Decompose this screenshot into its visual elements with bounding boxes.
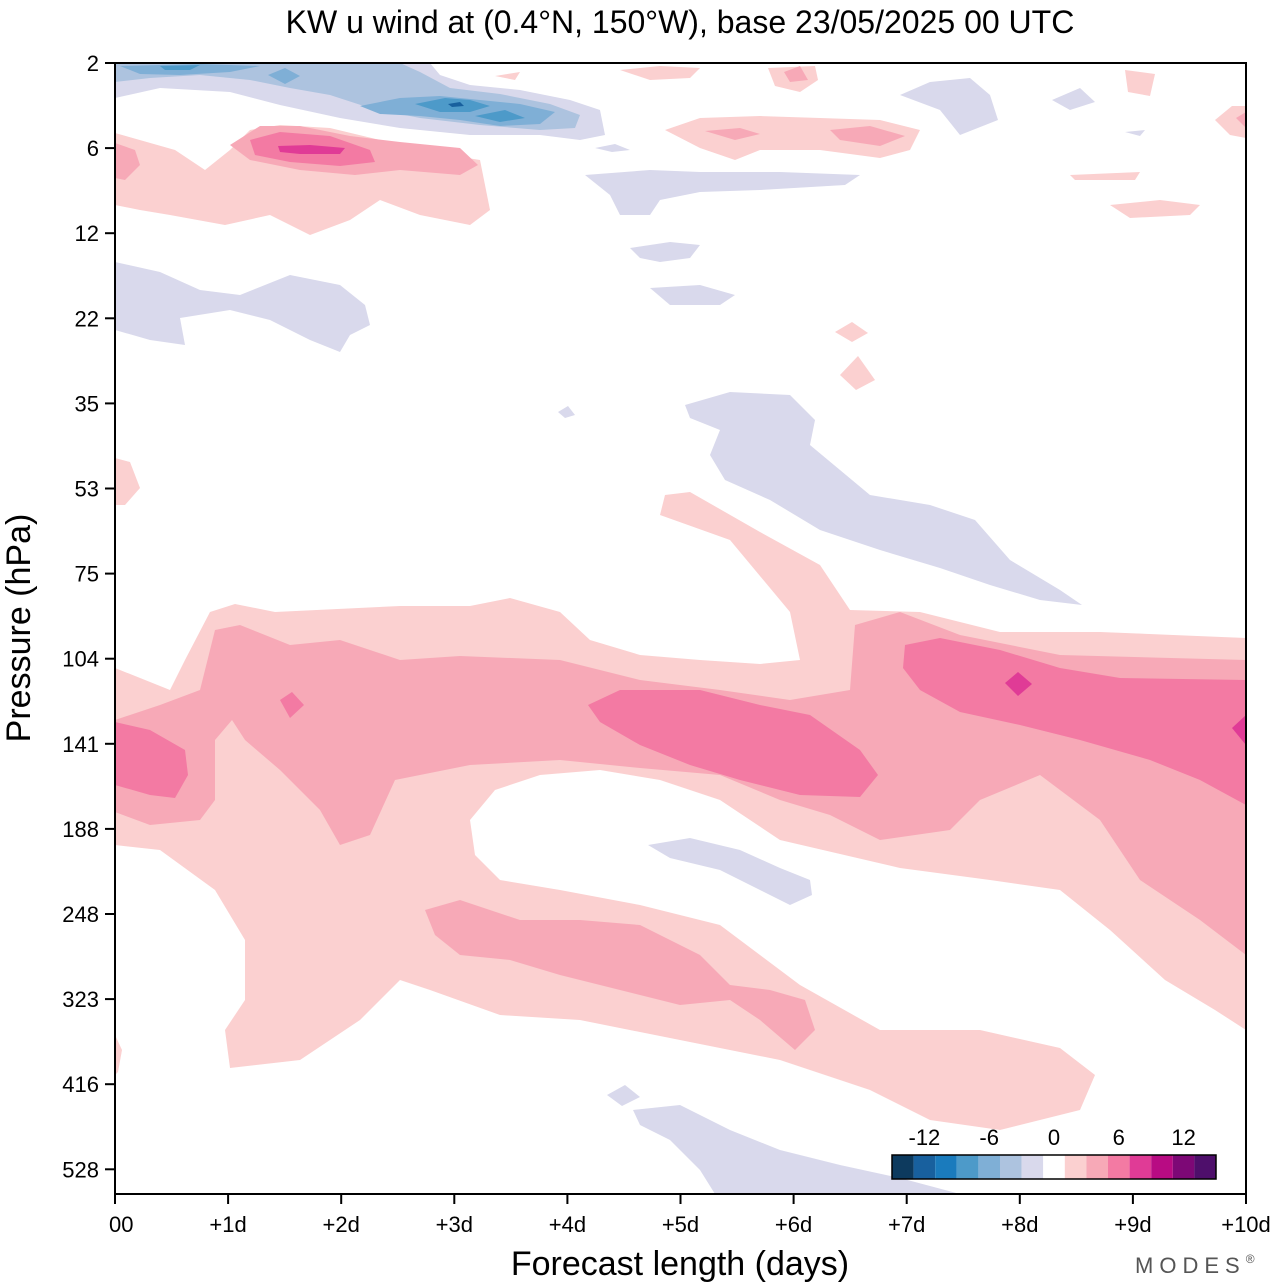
- contour-region-pos-low-e: [1125, 70, 1155, 96]
- colorbar-swatch: [978, 1155, 1000, 1179]
- contour-region-neg-low-g: [650, 285, 735, 305]
- colorbar-swatch: [1151, 1155, 1173, 1179]
- contour-region-neg-low-d: [585, 170, 860, 215]
- brand-name: MODES: [1135, 1253, 1246, 1278]
- colorbar-swatch: [1064, 1155, 1087, 1179]
- contour-region-neg-max-c: [160, 65, 200, 70]
- contour-region-pos-max-c: [1232, 715, 1246, 745]
- contour-region-pos-high-b: [903, 638, 1246, 805]
- colorbar-swatch: [935, 1155, 957, 1179]
- y-tick-label: 12: [75, 221, 99, 246]
- contour-region-pos-max-a: [278, 145, 345, 154]
- colorbar-swatch: [1021, 1155, 1044, 1179]
- brand-logo-text: MODES®: [1135, 1252, 1261, 1278]
- contour-region-pos-high-d: [280, 692, 304, 718]
- contour-region-neg-low-n: [1125, 130, 1145, 136]
- colorbar-tick-label: 0: [1048, 1125, 1060, 1150]
- x-tick-label: +2d: [323, 1212, 360, 1237]
- contour-region-pos-low-l: [1070, 172, 1140, 180]
- colorbar-tick-label: -12: [909, 1125, 941, 1150]
- colorbar-swatch: [1086, 1155, 1108, 1179]
- colorbar-swatch: [1129, 1155, 1152, 1179]
- contour-region-pos-low-j: [115, 458, 140, 505]
- contour-region-neg-low-i: [648, 838, 812, 905]
- colorbar-swatch: [1194, 1155, 1216, 1179]
- contour-region-pos-low-g: [1110, 200, 1200, 218]
- contour-region-neg-low-c: [685, 392, 1082, 605]
- y-axis-title: Pressure (hPa): [0, 514, 38, 743]
- x-axis: 00 +1d +2d +3d +4d +5d +6d +7d +8d +9d +10d: [109, 1194, 1271, 1237]
- x-tick-label: 00: [109, 1212, 133, 1237]
- y-tick-label: 6: [87, 136, 99, 161]
- x-tick-label: +1d: [209, 1212, 246, 1237]
- x-tick-label: +7d: [888, 1212, 925, 1237]
- contour-region-pos-high-c: [115, 722, 188, 798]
- x-axis-title: Forecast length (days): [511, 1245, 849, 1283]
- contour-region-neg-low-b: [115, 262, 370, 352]
- colorbar-tick-label: -6: [979, 1125, 999, 1150]
- contour-region-neg-low-h: [1052, 88, 1095, 110]
- x-tick-label: +9d: [1114, 1212, 1151, 1237]
- contour-region-pos-mid-d: [115, 143, 140, 180]
- x-tick-label: +5d: [662, 1212, 699, 1237]
- contour-region-neg-low-e: [900, 78, 998, 135]
- y-tick-label: 35: [75, 391, 99, 416]
- contour-region-neg-high-c: [268, 68, 300, 84]
- y-tick-label: 188: [62, 817, 99, 842]
- y-tick-label: 416: [62, 1072, 99, 1097]
- y-tick-label: 323: [62, 987, 99, 1012]
- y-tick-label: 528: [62, 1157, 99, 1182]
- contour-region-pos-low-c: [620, 66, 700, 80]
- contour-region-pos-low-i: [840, 356, 875, 390]
- contour-region-pos-max-b: [1005, 672, 1032, 696]
- contour-field: [115, 63, 1246, 1194]
- colorbar-tick-label: 6: [1113, 1125, 1125, 1150]
- colorbar-swatch: [956, 1155, 979, 1179]
- y-tick-label: 248: [62, 902, 99, 927]
- colorbar-labels: -12 -6 0 6 12: [909, 1125, 1196, 1150]
- y-tick-label: 141: [62, 732, 99, 757]
- colorbar-swatch: [913, 1155, 936, 1179]
- y-tick-label: 75: [75, 562, 99, 587]
- chart-title: KW u wind at (0.4°N, 150°W), base 23/05/…: [286, 4, 1075, 40]
- brand-mark: ®: [1246, 1252, 1261, 1266]
- contour-region-pos-high-a: [588, 690, 878, 797]
- colorbar-swatch: [1108, 1155, 1130, 1179]
- contour-region-neg-low-k: [607, 1085, 640, 1106]
- contour-region-pos-mid-f: [830, 126, 905, 146]
- x-tick-label: +4d: [549, 1212, 586, 1237]
- contour-region-neg-low-m: [558, 406, 575, 418]
- x-tick-label: +3d: [436, 1212, 473, 1237]
- x-tick-label: +6d: [775, 1212, 812, 1237]
- contour-region-pos-low-b: [665, 116, 920, 160]
- contour-region-pos-mid-b: [425, 900, 815, 1050]
- colorbar-frame: [891, 1154, 1217, 1180]
- contour-region-pos-low-m: [495, 72, 520, 80]
- contour-region-pos-mid-h: [1236, 112, 1246, 128]
- y-axis: 2 6 12 22 35 53 75 104 141 188 248 323 416 528: [62, 51, 115, 1182]
- contour-region-pos-low-h: [835, 322, 868, 342]
- y-tick-label: 2: [87, 51, 99, 76]
- x-tick-label: +8d: [1001, 1212, 1038, 1237]
- contour-region-pos-low-f: [1215, 106, 1246, 138]
- colorbar-swatch: [1000, 1155, 1022, 1179]
- contour-region-pos-low-k: [115, 1035, 122, 1075]
- y-tick-label: 104: [62, 647, 99, 672]
- colorbar-swatch: [892, 1155, 914, 1179]
- colorbar-swatch: [1043, 1155, 1065, 1179]
- contour-region-neg-low-l: [595, 144, 630, 152]
- colorbar-tick-label: 12: [1171, 1125, 1195, 1150]
- contour-region-pos-mid-e: [705, 128, 760, 140]
- colorbar: [891, 1154, 1217, 1180]
- y-tick-label: 53: [75, 477, 99, 502]
- contour-region-neg-peak: [448, 102, 464, 107]
- y-tick-label: 22: [75, 306, 99, 331]
- contour-region-pos-mid-g: [784, 66, 808, 82]
- contour-region-neg-max-b: [475, 110, 525, 122]
- x-tick-label: +10d: [1221, 1212, 1271, 1237]
- contour-region-neg-low-j: [633, 1105, 960, 1194]
- colorbar-swatch: [1172, 1155, 1195, 1179]
- contour-region-neg-low-f: [630, 242, 700, 262]
